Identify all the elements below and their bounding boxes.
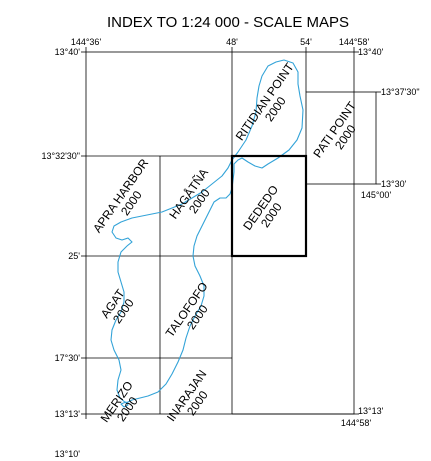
quad-dededo[interactable]: DEDEDO 2000 — [240, 183, 292, 241]
lat-13-13-right: 13°13' — [358, 406, 384, 416]
lat-25: 25' — [68, 251, 80, 261]
map-title: INDEX TO 1:24 000 - SCALE MAPS — [107, 14, 349, 31]
lat-13-37-30: 13°37'30" — [381, 87, 420, 97]
coordinate-ticks — [81, 47, 381, 419]
lon-144-36: 144°36' — [71, 37, 102, 47]
quad-merizo[interactable]: MERIZO 2000 — [98, 379, 147, 433]
cocos-island — [120, 401, 129, 408]
lon-144-58-bottom: 144°58' — [341, 418, 372, 428]
lon-145-00: 145°00' — [361, 190, 392, 200]
coordinate-labels: 144°36' 48' 54' 144°58' 13°40' 13°40' 13… — [41, 37, 419, 459]
lat-13-13-left: 13°13' — [55, 409, 81, 419]
quadrangle-labels: RITIDIAN POINT 2000 PATI POINT 2000 APRA… — [90, 60, 370, 433]
lat-13-40-right: 13°40' — [358, 47, 384, 57]
lat-13-32-30: 13°32'30" — [41, 151, 80, 161]
lat-17-30: 17°30' — [55, 353, 81, 363]
quad-hagatna[interactable]: HAGÅTÑA 2000 — [166, 165, 222, 229]
lat-13-30: 13°30' — [381, 179, 407, 189]
lat-13-40-left: 13°40' — [55, 47, 81, 57]
lon-54: 54' — [300, 37, 312, 47]
quad-apra-harbor[interactable]: APRA HARBOR 2000 — [90, 156, 162, 243]
dededo-highlight-frame — [230, 154, 308, 258]
island-coastline — [110, 59, 304, 404]
quad-inarajan[interactable]: INARAJAN 2000 — [164, 367, 220, 431]
lon-48: 48' — [226, 37, 238, 47]
lon-144-58-top: 144°58' — [339, 37, 370, 47]
quad-agat[interactable]: AGAT 2000 — [98, 286, 139, 328]
quad-ritidian-point[interactable]: RITIDIAN POINT 2000 — [233, 60, 308, 151]
lat-13-10: 13°10' — [55, 449, 81, 459]
quad-pati-point[interactable]: PATI POINT 2000 — [310, 99, 370, 168]
quad-talofofo[interactable]: TALOFOFO 2000 — [163, 280, 222, 348]
